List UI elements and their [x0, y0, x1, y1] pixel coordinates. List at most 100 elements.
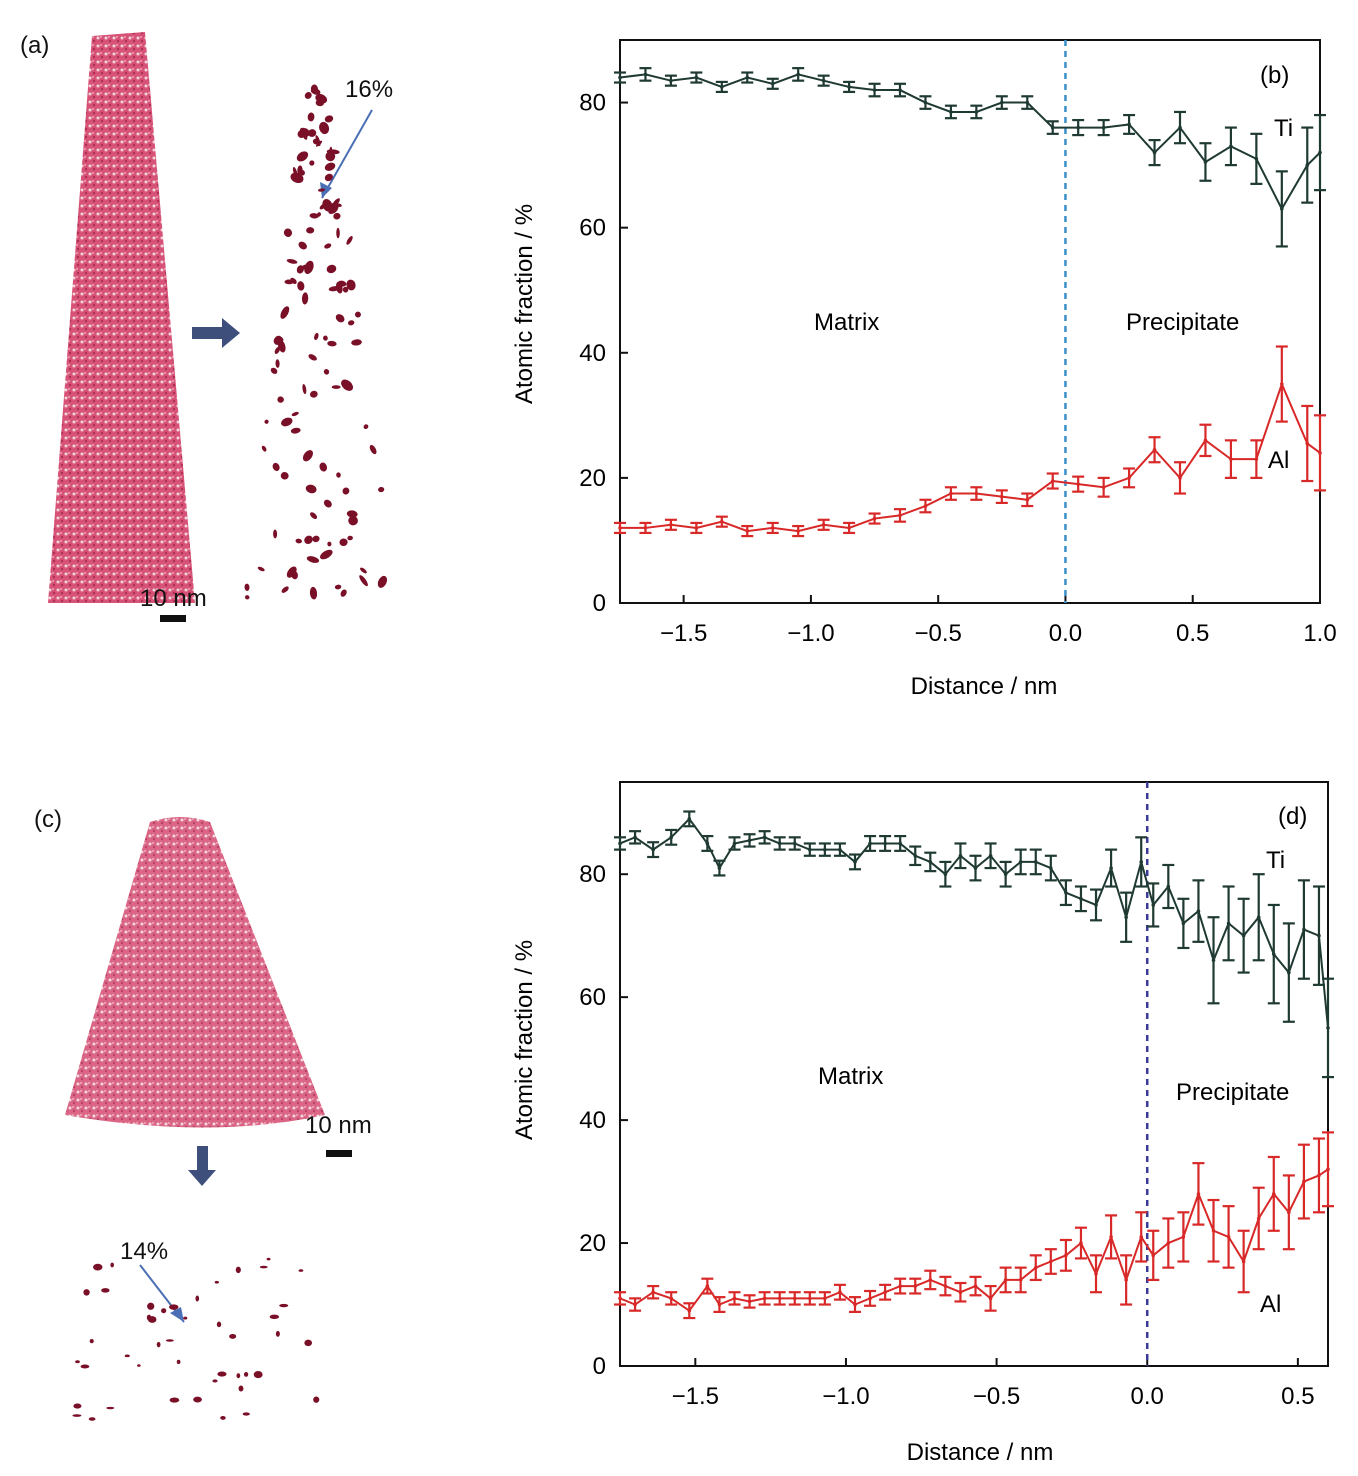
cluster	[334, 584, 342, 590]
cluster	[253, 1371, 263, 1379]
cluster	[291, 411, 299, 417]
cluster	[292, 167, 298, 177]
chart-b-series-ti: Ti	[1274, 115, 1293, 142]
cluster	[156, 1341, 161, 1348]
cluster	[279, 1303, 289, 1308]
cluster	[298, 1269, 304, 1272]
cluster	[264, 419, 269, 424]
chart-d-xtick-label: 0.0	[1131, 1383, 1164, 1410]
chart-d-xtick-label: 0.5	[1281, 1383, 1314, 1410]
chart-b-xtick-label: −1.5	[660, 620, 707, 647]
cluster	[195, 1295, 200, 1302]
cluster	[319, 462, 328, 472]
chart-b-series-al: Al	[1268, 447, 1289, 474]
cluster	[275, 359, 280, 368]
cluster	[306, 227, 315, 234]
cluster	[281, 586, 289, 593]
cluster	[176, 1359, 181, 1365]
cluster	[124, 1354, 130, 1358]
cluster	[309, 390, 318, 398]
cluster	[327, 340, 337, 347]
scale-bar-label-a: 10 nm	[140, 585, 207, 612]
cluster	[216, 1321, 222, 1328]
cluster	[80, 1364, 90, 1369]
chart-d-ytick-label: 0	[593, 1353, 606, 1380]
chart-b-ytick-label: 40	[579, 340, 606, 367]
cluster	[336, 472, 341, 478]
chart-b-xtick-label: −0.5	[914, 620, 961, 647]
cluster	[165, 1339, 174, 1342]
cluster	[339, 538, 348, 547]
cluster	[89, 1339, 94, 1344]
chart-d-panel-label: (d)	[1278, 803, 1307, 830]
clusters-a	[244, 84, 387, 600]
cluster	[83, 1289, 90, 1296]
cluster	[169, 1397, 180, 1403]
chart-b-xtick-label: 0.0	[1049, 620, 1082, 647]
cluster	[332, 198, 340, 208]
cluster	[214, 1280, 219, 1284]
cluster	[298, 241, 307, 250]
scale-bar-a	[160, 615, 186, 622]
cluster	[238, 1385, 244, 1392]
cluster	[312, 535, 320, 543]
cluster	[326, 264, 337, 274]
cluster	[354, 311, 361, 318]
cluster	[93, 1263, 103, 1271]
chart-b-frame	[619, 39, 1321, 604]
cluster	[137, 1364, 141, 1367]
cluster	[243, 1372, 249, 1377]
cluster	[269, 1314, 280, 1320]
cluster	[101, 1288, 110, 1293]
series-line	[620, 381, 1321, 533]
chart-b-ytick-label: 60	[579, 215, 606, 242]
chart-d-series-al: Al	[1260, 1291, 1281, 1318]
cluster	[347, 535, 353, 541]
cluster	[106, 1406, 115, 1410]
percentage-a: 16%	[345, 76, 394, 103]
cluster	[346, 236, 353, 245]
cluster	[369, 444, 377, 455]
cluster	[193, 1396, 202, 1403]
cluster	[306, 556, 320, 563]
cluster	[327, 541, 332, 547]
cluster	[323, 499, 332, 508]
cluster	[378, 486, 385, 493]
cluster	[360, 567, 367, 574]
cluster	[340, 589, 347, 597]
cluster	[377, 575, 387, 588]
cluster	[324, 173, 334, 182]
cluster	[236, 1373, 241, 1379]
chart-d-ytick-label: 60	[579, 984, 606, 1011]
transfer-arrow-c	[188, 1146, 216, 1186]
transfer-arrow-a	[192, 318, 240, 348]
chart-d-ytick-label: 20	[579, 1230, 606, 1257]
chart-b-xtick-label: 1.0	[1303, 620, 1336, 647]
clusters-c	[72, 1257, 320, 1421]
cluster	[314, 332, 319, 341]
cluster	[301, 292, 309, 305]
cluster	[146, 1314, 152, 1321]
chart-d-series-ti	[614, 810, 1334, 1079]
cluster	[307, 129, 317, 137]
cluster	[346, 279, 356, 291]
cluster	[309, 160, 315, 166]
cluster	[302, 450, 313, 462]
chart-b-series-al	[614, 345, 1326, 538]
chart-b: −1.5 −1.0 −0.5 0.0 0.5 1.0 0 20 40 60 80 (b) Matri…	[511, 39, 1337, 700]
cluster	[323, 368, 330, 375]
chart-d-ytick-label: 80	[579, 861, 606, 888]
cluster	[342, 487, 350, 495]
cluster	[229, 1333, 237, 1339]
cluster	[336, 227, 340, 239]
cluster	[341, 379, 354, 391]
cluster	[363, 424, 369, 429]
tip-c	[65, 817, 325, 1128]
cluster	[305, 484, 317, 494]
cluster	[110, 1262, 114, 1268]
cluster	[244, 583, 250, 592]
panel-label-a: (a)	[20, 32, 50, 59]
cluster	[320, 549, 333, 560]
chart-d-marks: −1.5 −1.0 −0.5 0.0 0.5 0 20 40 60 80	[579, 781, 1334, 1410]
chart-b-xtick-label: 0.5	[1176, 620, 1209, 647]
